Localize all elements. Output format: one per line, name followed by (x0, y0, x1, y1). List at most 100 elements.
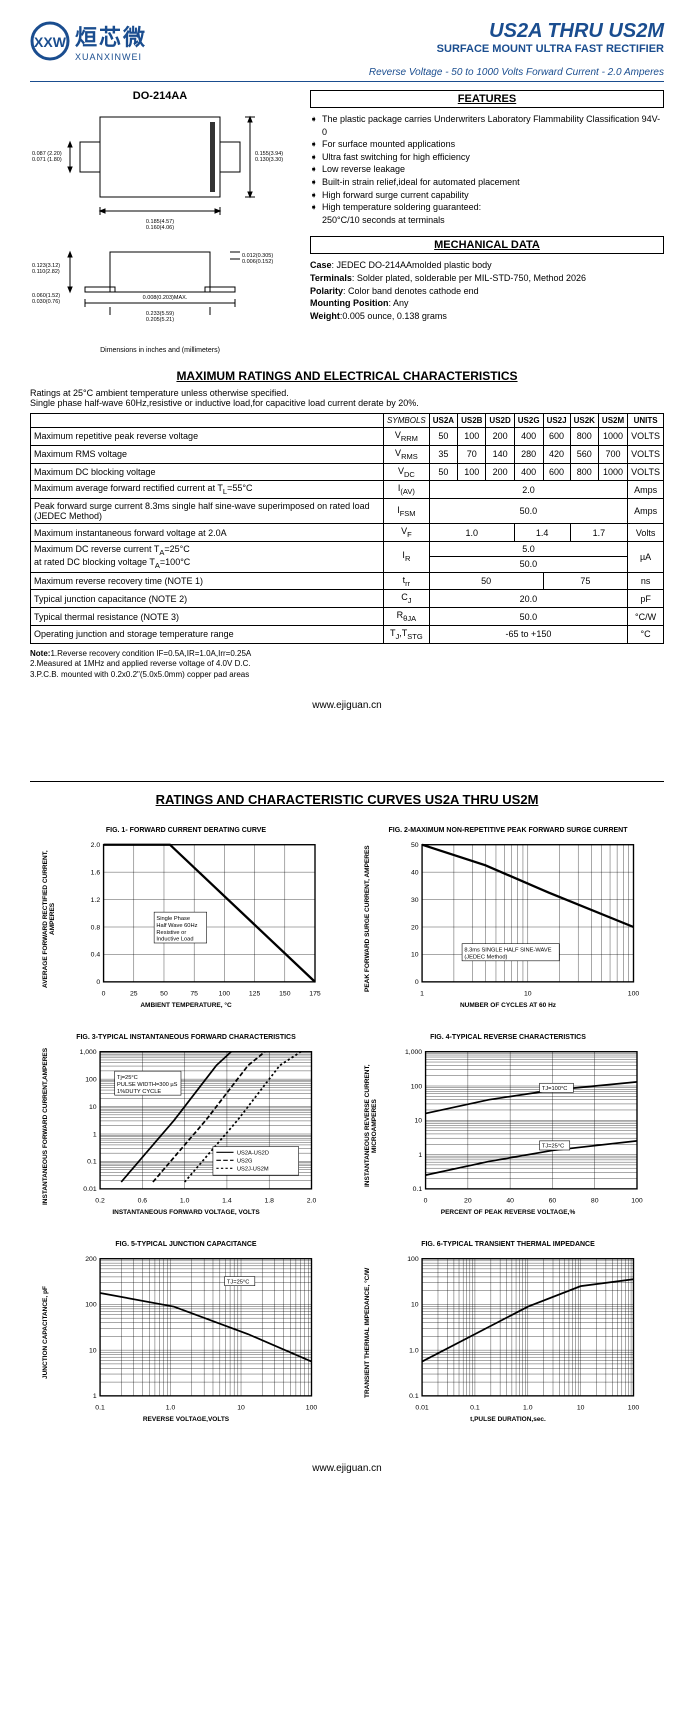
mechanical-hdr: MECHANICAL DATA (310, 236, 664, 254)
ratings-intro: Ratings at 25°C ambient temperature unle… (30, 388, 664, 408)
svg-text:1: 1 (93, 1393, 97, 1400)
subtitle: SURFACE MOUNT ULTRA FAST RECTIFIER (437, 43, 664, 55)
svg-text:0: 0 (424, 1198, 428, 1205)
svg-text:50: 50 (160, 991, 168, 998)
svg-text:TJ=25°C: TJ=25°C (542, 1144, 564, 1150)
x-label: INSTANTANEOUS FORWARD VOLTAGE, VOLTS (40, 1209, 332, 1216)
svg-text:30: 30 (411, 897, 419, 904)
x-label: AMBIENT TEMPERATURE, °C (40, 1002, 332, 1009)
svg-text:1: 1 (418, 1152, 422, 1159)
dim-note: Dimensions in inches and (millimeters) (30, 347, 290, 354)
svg-text:1: 1 (93, 1131, 97, 1138)
svg-text:40: 40 (411, 869, 419, 876)
y-label: AVERAGE FORWARD RECTIFIED CURRENT, AMPER… (40, 839, 58, 999)
ratings-title: MAXIMUM RATINGS AND ELECTRICAL CHARACTER… (30, 369, 664, 383)
charts-grid: FIG. 1- FORWARD CURRENT DERATING CURVE AV… (30, 827, 664, 1423)
svg-text:40: 40 (506, 1198, 514, 1205)
main-title: US2A THRU US2M (437, 20, 664, 43)
chart-title: FIG. 2-MAXIMUM NON-REPETITIVE PEAK FORWA… (362, 827, 654, 834)
svg-text:0.123(3.12)0.110(2.82): 0.123(3.12)0.110(2.82) (32, 263, 60, 275)
dim-h: 0.155(3.94)0.130(3.30) (255, 151, 283, 163)
svg-text:Single Phase: Single Phase (156, 916, 190, 922)
svg-text:200: 200 (85, 1256, 97, 1263)
svg-text:0.008(0.203)MAX.: 0.008(0.203)MAX. (143, 295, 188, 301)
dim-w: 0.185(4.57)0.160(4.06) (146, 219, 174, 231)
svg-text:0.6: 0.6 (138, 1198, 148, 1205)
ratings-notes: Note:1.Reverse recovery condition IF=0.5… (30, 649, 664, 680)
features-list: ➧The plastic package carries Underwriter… (310, 113, 664, 226)
svg-text:100: 100 (219, 991, 231, 998)
svg-text:1.2: 1.2 (91, 897, 101, 904)
page-2: RATINGS AND CHARACTERISTIC CURVES US2A T… (0, 731, 694, 1494)
svg-text:100: 100 (411, 1083, 423, 1090)
svg-text:2.0: 2.0 (307, 1198, 317, 1205)
svg-text:Tj=25°C: Tj=25°C (117, 1075, 138, 1081)
svg-text:0.233(5.59)0.205(5.21): 0.233(5.59)0.205(5.21) (146, 311, 174, 323)
svg-text:0.012(0.305)0.006(0.152): 0.012(0.305)0.006(0.152) (242, 253, 273, 265)
brand-icon: XXW (30, 21, 70, 61)
svg-text:10: 10 (89, 1347, 97, 1354)
mechanical-data: Case: JEDEC DO-214AAmolded plastic bodyT… (310, 259, 664, 322)
svg-text:Inductive Load: Inductive Load (156, 937, 193, 943)
svg-text:0.1: 0.1 (409, 1393, 419, 1400)
svg-text:125: 125 (249, 991, 261, 998)
svg-text:0.1: 0.1 (87, 1159, 97, 1166)
logo: XXW 烜芯微 XUANXINWEI (30, 20, 157, 62)
dim-lead: 0.087 (2.20)0.071 (1.80) (32, 151, 62, 163)
svg-text:100: 100 (85, 1302, 97, 1309)
svg-text:0.2: 0.2 (95, 1198, 105, 1205)
svg-text:80: 80 (591, 1198, 599, 1205)
svg-text:60: 60 (549, 1198, 557, 1205)
svg-text:0.4: 0.4 (91, 952, 101, 959)
svg-text:(JEDEC Method): (JEDEC Method) (464, 954, 507, 960)
svg-text:0.1: 0.1 (470, 1405, 480, 1412)
x-label: t,PULSE DURATION,sec. (362, 1416, 654, 1423)
features-hdr: FEATURES (310, 90, 664, 108)
svg-text:10: 10 (577, 1405, 585, 1412)
y-label: PEAK FORWARD SURGE CURRENT, AMPERES (362, 839, 373, 999)
svg-text:Resistive or: Resistive or (156, 930, 186, 936)
svg-text:0.1: 0.1 (95, 1405, 105, 1412)
svg-text:100: 100 (631, 1198, 643, 1205)
svg-text:US2G: US2G (237, 1159, 253, 1165)
chart-title: FIG. 3-TYPICAL INSTANTANEOUS FORWARD CHA… (40, 1034, 332, 1041)
svg-text:10: 10 (415, 1118, 423, 1125)
package-column: DO-214AA 0.185(4.57)0.160(4.06) (30, 90, 290, 354)
x-label: REVERSE VOLTAGE,VOLTS (40, 1416, 332, 1423)
ratings-table: SYMBOLSUS2AUS2BUS2DUS2GUS2JUS2KUS2MUNITS… (30, 413, 664, 644)
svg-text:10: 10 (524, 991, 532, 998)
svg-text:1: 1 (420, 991, 424, 998)
svg-text:US2A-US2D: US2A-US2D (237, 1151, 269, 1157)
package-label: DO-214AA (30, 90, 290, 102)
svg-text:1.0: 1.0 (180, 1198, 190, 1205)
svg-text:TJ=25°C: TJ=25°C (227, 1279, 249, 1285)
y-label: JUNCTION CAPACITANCE, pF (40, 1253, 51, 1413)
header: XXW 烜芯微 XUANXINWEI US2A THRU US2M SURFAC… (30, 20, 664, 62)
svg-text:100: 100 (306, 1405, 318, 1412)
svg-text:PULSE WIDTH=300 µS: PULSE WIDTH=300 µS (117, 1082, 178, 1088)
svg-text:175: 175 (309, 991, 321, 998)
svg-text:25: 25 (130, 991, 138, 998)
svg-text:10: 10 (237, 1405, 245, 1412)
svg-text:75: 75 (190, 991, 198, 998)
svg-text:XXW: XXW (34, 34, 67, 50)
curves-title: RATINGS AND CHARACTERISTIC CURVES US2A T… (30, 792, 664, 807)
svg-text:1.0: 1.0 (166, 1405, 176, 1412)
package-drawing: 0.185(4.57)0.160(4.06) 0.155(3.94)0.130(… (30, 107, 290, 337)
chart-title: FIG. 1- FORWARD CURRENT DERATING CURVE (40, 827, 332, 834)
svg-text:1.0: 1.0 (409, 1347, 419, 1354)
svg-text:Half Wave 60Hz: Half Wave 60Hz (156, 923, 197, 929)
svg-text:8.3ms SINGLE HALF SINE-WAVE: 8.3ms SINGLE HALF SINE-WAVE (464, 948, 551, 954)
svg-text:2.0: 2.0 (91, 842, 101, 849)
footer-url-2: www.ejiguan.cn (30, 1463, 664, 1474)
x-label: NUMBER OF CYCLES AT 60 Hz (362, 1002, 654, 1009)
svg-text:20: 20 (411, 924, 419, 931)
svg-text:0.8: 0.8 (91, 924, 101, 931)
svg-text:100: 100 (85, 1076, 97, 1083)
logo-cn: 烜芯微 (75, 20, 147, 52)
chart-title: FIG. 4-TYPICAL REVERSE CHARACTERISTICS (362, 1034, 654, 1041)
svg-text:10: 10 (89, 1104, 97, 1111)
svg-text:1.4: 1.4 (222, 1198, 232, 1205)
svg-text:0.1: 0.1 (413, 1186, 423, 1193)
svg-text:1,000: 1,000 (80, 1049, 97, 1056)
